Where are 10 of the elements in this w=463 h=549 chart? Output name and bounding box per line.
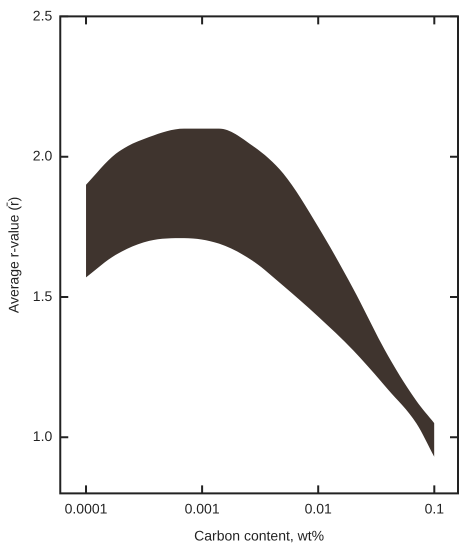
- y-axis-title: Average r-value (r̄): [5, 196, 22, 314]
- y-tick-label: 2.5: [32, 7, 52, 24]
- y-tick-label: 2.0: [32, 148, 52, 164]
- x-tick-label: 0.0001: [64, 500, 108, 517]
- y-tick-label: 1.0: [32, 428, 52, 444]
- x-tick-label: 0.001: [184, 500, 220, 517]
- y-tick-label: 1.5: [32, 288, 52, 304]
- x-tick-label: 0.1: [424, 500, 444, 517]
- x-tick-label: 0.01: [304, 500, 332, 517]
- x-axis-title: Carbon content, wt%: [194, 527, 324, 544]
